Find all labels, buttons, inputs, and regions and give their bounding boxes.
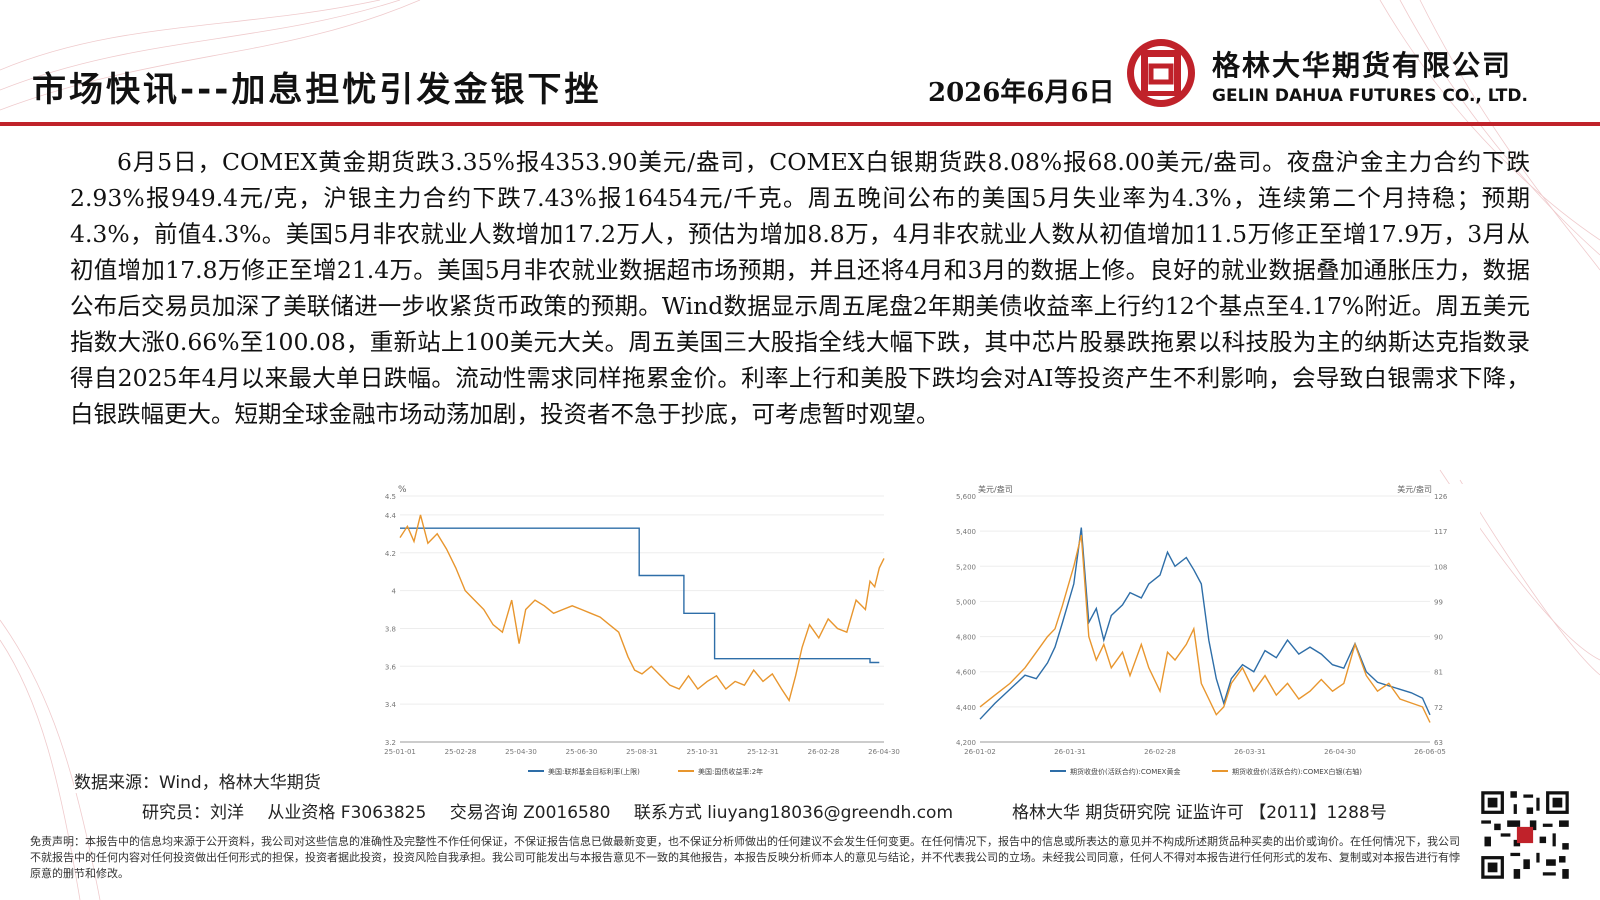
chart-1-svg: %4.5 4.4 4.2 4 3.8 3.6 3.4 3.225-01-01 25-02-28 2… [384, 485, 900, 776]
chart-2-ytick-right-7: 63 [1434, 739, 1443, 747]
chart-2-xtick-5: 26-06-05 [1414, 748, 1446, 756]
chart-2-legend-0: 期货收盘价(活跃合约):COMEX黄金 [1070, 767, 1180, 776]
chart-1-xtick-4: 25-08-31 [626, 748, 658, 756]
chart-1-ytick-2: 4.2 [385, 550, 396, 558]
chart-2-xtick-2: 26-02-28 [1144, 748, 1176, 756]
chart-1-ytick-5: 3.6 [385, 663, 397, 671]
chart-1-xtick-0: 25-01-01 [384, 748, 416, 756]
researcher-info: 研究员：刘洋 从业资格 F3063825 交易咨询 Z0016580 联系方式 … [142, 798, 971, 823]
chart-2-xtick-3: 26-03-31 [1234, 748, 1266, 756]
chart-2-series-0 [979, 527, 1431, 720]
qr-code-icon [1478, 788, 1572, 882]
chart-fed-rate-vs-2y-yield: % 4.5 4.4 4.2 4 3.8 3.6 3.4 3.2 25-01-01 25-02-28 2… [378, 484, 906, 800]
chart-1-xtick-6: 25-12-31 [747, 748, 779, 756]
chart-1-legend-0: 美国:联邦基金目标利率(上限) [548, 767, 640, 776]
chart-2-svg: 美元/盎司 美元/盎司5,6005,4005,2005,0004,8004,600… [956, 484, 1448, 776]
consulting-number: 交易咨询 Z0016580 [449, 803, 611, 823]
chart-1-ytick-1: 4.4 [385, 512, 397, 520]
chart-2-ylabel-right: 美元/盎司 [1397, 484, 1432, 494]
chart-2-ytick-left-6: 4,400 [956, 704, 976, 712]
chart-1-xtick-8: 26-04-30 [868, 748, 900, 756]
page-title: 市场快讯---加息担忧引发金银下挫 [32, 70, 602, 110]
company-logo-icon [1127, 39, 1195, 107]
chart-2-ytick-left-5: 4,600 [956, 669, 976, 677]
chart-comex-gold-silver: 美元/盎司 美元/盎司 5,600 5,400 5,200 5,000 4,800 4,600… [950, 484, 1480, 800]
company-name-en: GELIN DAHUA FUTURES CO., LTD. [1212, 86, 1528, 106]
chart-1-xtick-5: 25-10-31 [687, 748, 719, 756]
chart-1-xtick-2: 25-04-30 [505, 748, 537, 756]
chart-1-ytick-0: 4.5 [385, 493, 396, 501]
report-date: 2026年6月6日 [928, 78, 1115, 108]
chart-1-xtick-1: 25-02-28 [445, 748, 477, 756]
data-source: 数据来源：Wind，格林大华期货 [74, 768, 325, 793]
chart-2-xtick-1: 26-01-31 [1054, 748, 1086, 756]
researcher-name: 研究员：刘洋 [142, 803, 244, 823]
chart-2-ytick-right-5: 81 [1434, 669, 1443, 677]
qualification-number: 从业资格 F3063825 [267, 803, 427, 823]
chart-2-ylabel-left: 美元/盎司 [978, 484, 1013, 494]
chart-2-xtick-0: 26-01-02 [964, 748, 996, 756]
chart-2-ytick-right-1: 117 [1434, 528, 1447, 536]
chart-2-ytick-right-3: 99 [1434, 598, 1443, 606]
company-name-cn: 格林大华期货有限公司 [1212, 49, 1513, 82]
chart-1-xtick-3: 25-06-30 [566, 748, 598, 756]
chart-2-ytick-left-0: 5,600 [956, 493, 976, 501]
chart-2-ytick-right-2: 108 [1434, 563, 1447, 571]
chart-2-legend-1: 期货收盘价(活跃合约):COMEX白银(右轴) [1232, 767, 1362, 776]
chart-1-ytick-7: 3.2 [385, 739, 396, 747]
chart-1-series-1 [399, 514, 885, 703]
contact-email: 联系方式 liuyang18036@greendh.com [633, 803, 954, 823]
chart-1-ytick-4: 3.8 [385, 625, 396, 633]
chart-2-xtick-4: 26-04-30 [1324, 748, 1356, 756]
chart-1-legend-1: 美国:国债收益率:2年 [698, 767, 763, 776]
chart-2-ytick-left-4: 4,800 [956, 634, 976, 642]
header-divider [0, 122, 1600, 126]
article-paragraph: 6月5日，COMEX黄金期货跌3.35%报4353.90美元/盎司，COMEX白… [70, 148, 1530, 428]
chart-1-series-0 [400, 527, 880, 664]
chart-2-ytick-right-4: 90 [1434, 634, 1443, 642]
institute-license: 格林大华 期货研究院 证监许可 【2011】1288号 [1012, 803, 1387, 823]
chart-1-xtick-7: 26-02-28 [808, 748, 840, 756]
chart-2-ytick-left-7: 4,200 [956, 739, 976, 747]
chart-2-ytick-right-6: 72 [1434, 704, 1443, 712]
chart-1-ytick-3: 4 [392, 588, 397, 596]
disclaimer: 免责声明：本报告中的信息均来源于公开资料，我公司对这些信息的准确性及完整性不作任… [30, 835, 1460, 880]
chart-2-ytick-left-2: 5,200 [956, 563, 976, 571]
chart-1-ytick-6: 3.4 [385, 701, 397, 709]
chart-2-ytick-left-1: 5,400 [956, 528, 976, 536]
chart-2-ytick-right-0: 126 [1434, 493, 1448, 501]
chart-2-ytick-left-3: 5,000 [956, 598, 976, 606]
chart-1-ylabel: % [398, 485, 407, 495]
chart-2-series-1 [979, 534, 1431, 723]
